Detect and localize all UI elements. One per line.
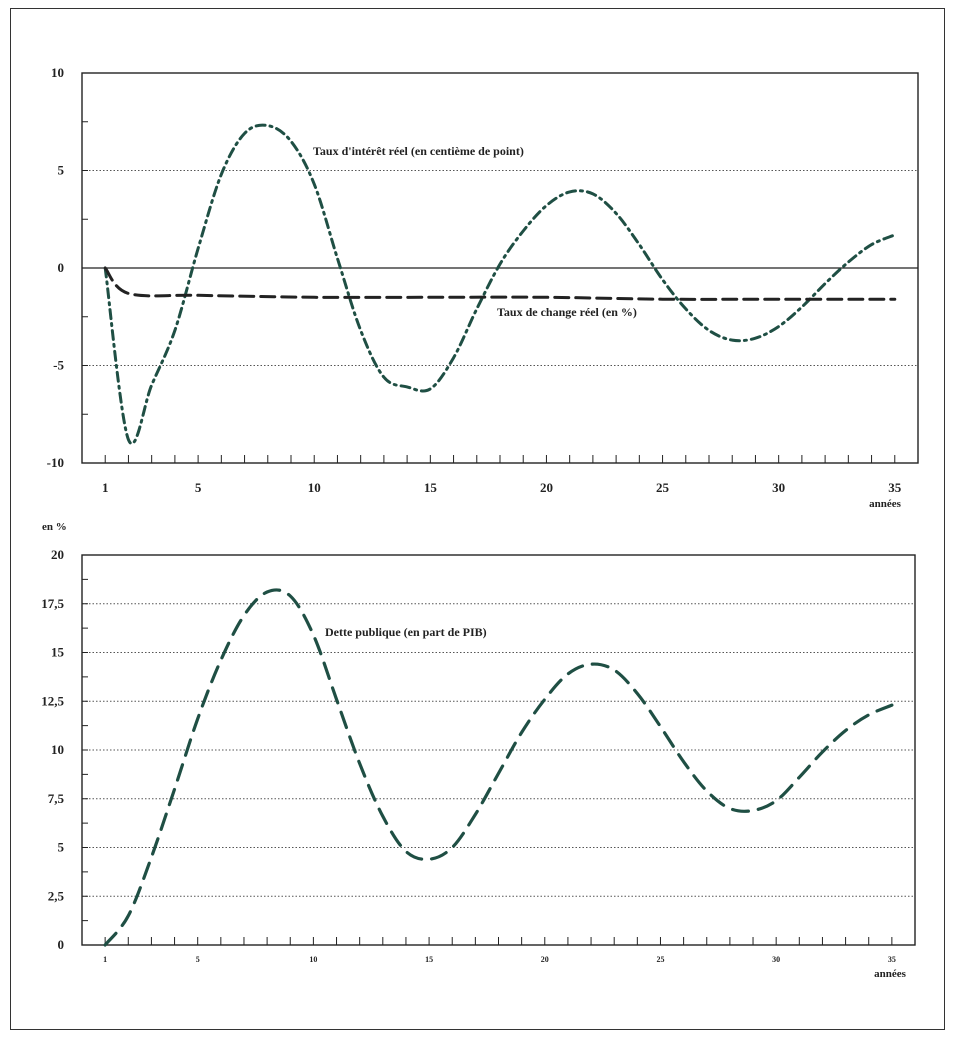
series-label-2: Taux de change réel (en %) [497, 305, 637, 319]
series-line-1 [103, 588, 894, 947]
x-tick-label: 5 [196, 955, 200, 964]
figure-frame [10, 8, 945, 1030]
x-tick-label: 35 [888, 480, 902, 495]
y-tick-label: 10 [51, 742, 64, 757]
x-tick-label: 20 [541, 955, 549, 964]
x-tick-label: 1 [102, 480, 109, 495]
x-tick-label: 30 [772, 955, 780, 964]
y-tick-label: 5 [58, 840, 65, 855]
y-tick-label: 10 [51, 65, 64, 80]
x-tick-label: 20 [540, 480, 553, 495]
x-axis-label: années [874, 968, 907, 980]
y-tick-label: 12,5 [41, 693, 64, 708]
series-label-1: Taux d'intérêt réel (en centième de poin… [313, 144, 524, 158]
y-tick-label: 17,5 [41, 596, 64, 611]
y-axis-label: en % [42, 521, 67, 533]
x-tick-label: 5 [195, 480, 202, 495]
x-tick-label: 30 [772, 480, 785, 495]
x-tick-label: 10 [308, 480, 321, 495]
y-tick-label: 7,5 [48, 791, 65, 806]
y-tick-label: 20 [51, 547, 64, 562]
series-line-1 [103, 123, 897, 445]
x-tick-label: 25 [656, 955, 664, 964]
x-tick-label: 35 [888, 955, 896, 964]
x-tick-label: 1 [103, 955, 107, 964]
series-line-2 [103, 266, 897, 301]
y-tick-label: -10 [47, 455, 64, 470]
x-axis-label: années [869, 498, 902, 510]
y-tick-label: 5 [58, 163, 65, 178]
x-tick-label: 10 [309, 955, 317, 964]
y-tick-label: 0 [58, 937, 65, 952]
x-tick-label: 15 [425, 955, 433, 964]
y-tick-label: 0 [58, 260, 65, 275]
y-tick-label: 2,5 [48, 888, 65, 903]
series-label-1: Dette publique (en part de PIB) [325, 625, 487, 639]
y-tick-label: 15 [51, 645, 65, 660]
y-tick-label: -5 [53, 358, 64, 373]
x-tick-label: 25 [656, 480, 670, 495]
x-tick-label: 15 [424, 480, 438, 495]
